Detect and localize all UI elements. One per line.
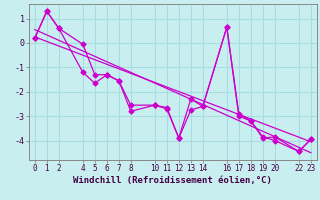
X-axis label: Windchill (Refroidissement éolien,°C): Windchill (Refroidissement éolien,°C): [73, 176, 272, 185]
